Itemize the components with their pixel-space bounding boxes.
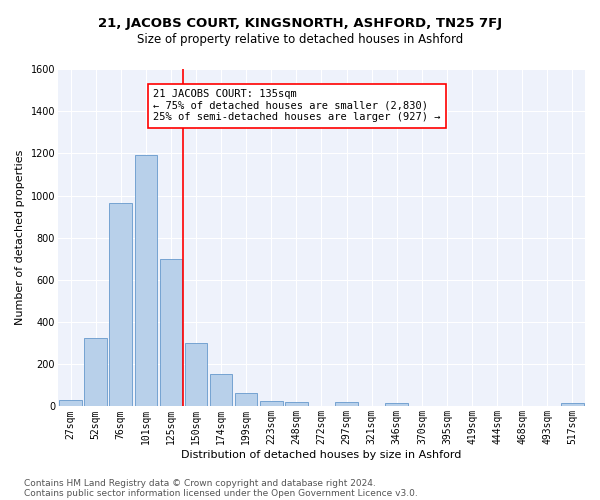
Text: 21 JACOBS COURT: 135sqm
← 75% of detached houses are smaller (2,830)
25% of semi: 21 JACOBS COURT: 135sqm ← 75% of detache… <box>153 89 440 122</box>
Bar <box>160 259 182 406</box>
Bar <box>285 402 308 406</box>
Bar <box>59 400 82 406</box>
Bar <box>210 374 232 406</box>
Text: 21, JACOBS COURT, KINGSNORTH, ASHFORD, TN25 7FJ: 21, JACOBS COURT, KINGSNORTH, ASHFORD, T… <box>98 18 502 30</box>
Bar <box>185 343 207 406</box>
Bar <box>109 203 132 406</box>
Text: Size of property relative to detached houses in Ashford: Size of property relative to detached ho… <box>137 32 463 46</box>
Bar <box>235 392 257 406</box>
X-axis label: Distribution of detached houses by size in Ashford: Distribution of detached houses by size … <box>181 450 461 460</box>
Text: Contains public sector information licensed under the Open Government Licence v3: Contains public sector information licen… <box>24 488 418 498</box>
Bar <box>134 156 157 406</box>
Bar <box>260 401 283 406</box>
Text: Contains HM Land Registry data © Crown copyright and database right 2024.: Contains HM Land Registry data © Crown c… <box>24 478 376 488</box>
Bar <box>561 404 584 406</box>
Bar <box>85 338 107 406</box>
Y-axis label: Number of detached properties: Number of detached properties <box>15 150 25 326</box>
Bar <box>385 404 408 406</box>
Bar <box>335 402 358 406</box>
